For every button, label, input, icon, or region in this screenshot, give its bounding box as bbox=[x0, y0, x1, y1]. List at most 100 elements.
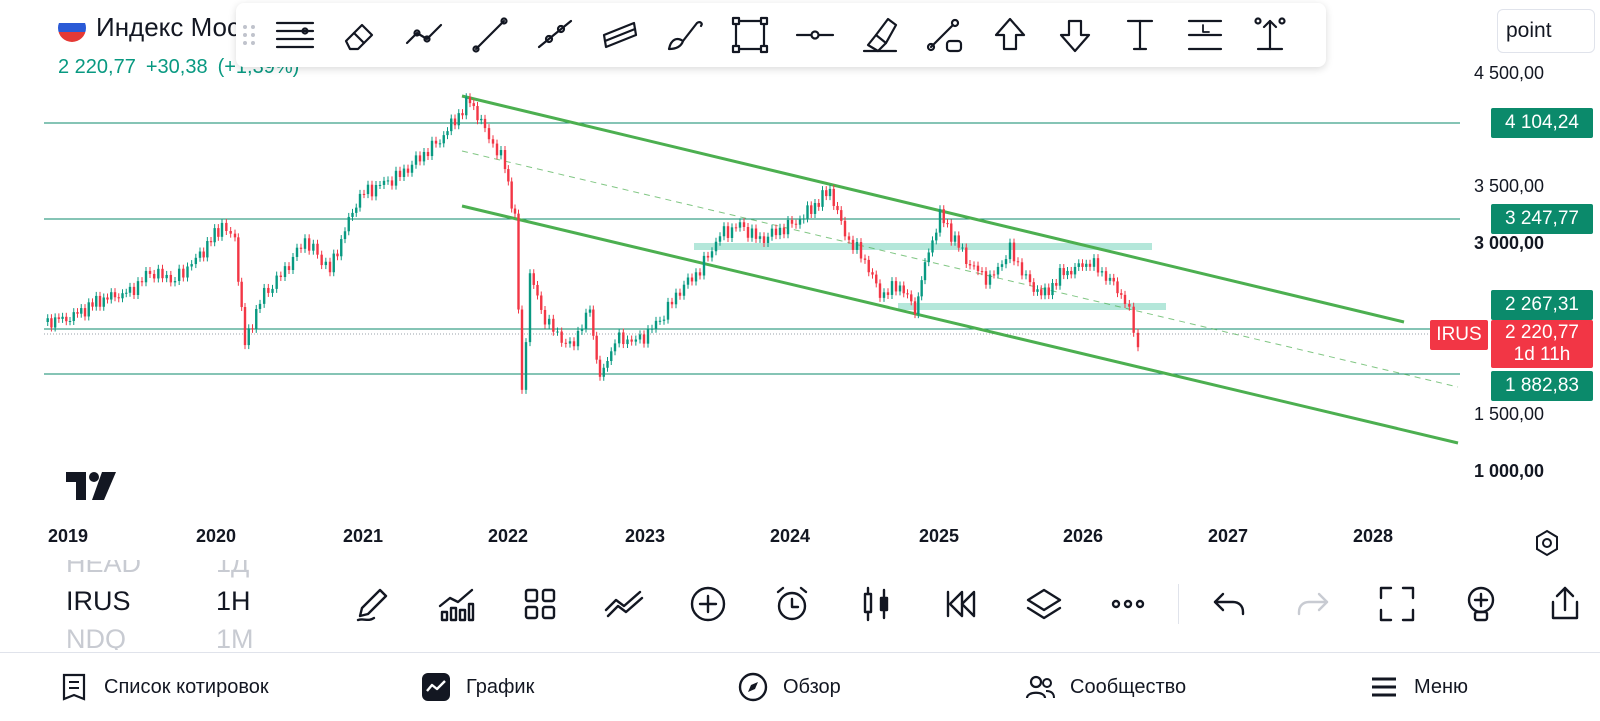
level-price-tag: 4 104,24 bbox=[1491, 108, 1593, 138]
nav-menu[interactable]: Меню bbox=[1368, 653, 1468, 721]
nav-watchlist[interactable]: Список котировок bbox=[58, 653, 269, 721]
candle-body bbox=[57, 317, 61, 319]
fibonacci-icon[interactable] bbox=[587, 3, 652, 67]
fullscreen-icon[interactable] bbox=[1355, 580, 1439, 628]
candle-body bbox=[426, 151, 430, 157]
candle-body bbox=[50, 318, 53, 328]
arrow-up-icon[interactable] bbox=[977, 3, 1042, 67]
candle-body bbox=[806, 205, 809, 219]
candle-body bbox=[177, 268, 181, 282]
nav-chart[interactable]: График bbox=[420, 653, 534, 721]
candle-body bbox=[968, 263, 972, 266]
candle-body bbox=[267, 287, 270, 293]
candle-body bbox=[446, 131, 449, 136]
nav-explore[interactable]: Обзор bbox=[737, 653, 841, 721]
candle-body bbox=[378, 184, 382, 186]
candle-body bbox=[442, 135, 445, 144]
candle-body bbox=[324, 261, 328, 266]
polyline-icon[interactable] bbox=[392, 3, 457, 67]
price-range-icon[interactable] bbox=[1237, 3, 1302, 67]
tradingview-logo-icon bbox=[66, 472, 116, 500]
layers-icon[interactable] bbox=[1002, 580, 1086, 628]
candle-body bbox=[499, 150, 503, 156]
candle-body bbox=[1096, 258, 1100, 273]
candle-body bbox=[670, 301, 674, 305]
candle-body bbox=[935, 232, 938, 241]
candle-body bbox=[622, 332, 625, 345]
brush-icon[interactable] bbox=[652, 3, 717, 67]
parallel-channel-icon[interactable] bbox=[522, 3, 587, 67]
eraser-icon[interactable] bbox=[327, 3, 392, 67]
symbol-row[interactable]: IRUS 1H bbox=[66, 582, 286, 620]
ideas-icon[interactable] bbox=[1439, 580, 1523, 628]
alert-icon[interactable] bbox=[750, 580, 834, 628]
candle-body bbox=[552, 318, 555, 332]
compare-icon[interactable] bbox=[582, 580, 666, 628]
candle-body bbox=[694, 272, 698, 282]
symbol-title[interactable]: Индекс Мосбиржи bbox=[58, 12, 236, 43]
candle-body bbox=[510, 181, 513, 209]
candles-icon[interactable] bbox=[834, 580, 918, 628]
time-axis-label: 2023 bbox=[625, 526, 666, 546]
replay-icon[interactable] bbox=[918, 580, 1002, 628]
share-icon[interactable] bbox=[1523, 580, 1600, 628]
candle-body bbox=[438, 143, 442, 145]
candle-body bbox=[422, 151, 426, 162]
candle-body bbox=[271, 288, 274, 293]
symbol-row[interactable]: NDQ 1M bbox=[66, 620, 286, 651]
candle-body bbox=[453, 118, 457, 126]
unit-selector[interactable]: point bbox=[1497, 9, 1595, 53]
candle-body bbox=[148, 270, 152, 274]
add-icon[interactable] bbox=[666, 580, 750, 628]
channel-mid-line bbox=[461, 150, 1459, 388]
pencil-icon[interactable] bbox=[330, 580, 414, 628]
time-axis-label: 2026 bbox=[1063, 526, 1104, 546]
candle-body bbox=[730, 227, 734, 238]
nav-community[interactable]: Сообщество bbox=[1024, 653, 1186, 721]
layouts-icon[interactable] bbox=[498, 580, 582, 628]
undo-icon[interactable] bbox=[1187, 580, 1271, 628]
arrow-down-icon[interactable] bbox=[1042, 3, 1107, 67]
candle-body bbox=[690, 277, 694, 282]
measure-icon[interactable] bbox=[912, 3, 977, 67]
candle-body bbox=[307, 238, 311, 251]
candle-body bbox=[617, 332, 621, 344]
chart-canvas[interactable] bbox=[0, 0, 1600, 520]
candle-body bbox=[1123, 294, 1127, 304]
redo-icon[interactable] bbox=[1271, 580, 1355, 628]
drag-handle-icon[interactable] bbox=[236, 23, 262, 47]
highlighter-icon[interactable] bbox=[847, 3, 912, 67]
flag-stripe bbox=[58, 22, 86, 33]
candle-body bbox=[340, 239, 343, 257]
horizontal-lines-icon[interactable] bbox=[262, 3, 327, 67]
rectangle-icon[interactable] bbox=[717, 3, 782, 67]
long-position-icon[interactable] bbox=[1172, 3, 1237, 67]
candle-body bbox=[762, 236, 766, 243]
text-icon[interactable] bbox=[1107, 3, 1172, 67]
candle-body bbox=[938, 209, 942, 233]
symbol-row-interval: 1H bbox=[216, 585, 251, 616]
trendline-icon[interactable] bbox=[457, 3, 522, 67]
candle-body bbox=[650, 328, 654, 330]
symbol-picker[interactable]: HEAD 1Д IRUS 1H NDQ 1M bbox=[66, 560, 286, 650]
candle-body bbox=[213, 228, 216, 243]
candle-body bbox=[1051, 282, 1054, 296]
candle-body bbox=[1104, 271, 1108, 281]
candle-body bbox=[76, 312, 79, 314]
flag-stripe bbox=[58, 13, 86, 23]
bottom-navigation: Список котировок График Обзор Сообщество… bbox=[0, 652, 1600, 721]
candle-body bbox=[766, 236, 770, 243]
candle-body bbox=[316, 243, 319, 255]
candle-body bbox=[382, 180, 386, 185]
candle-body bbox=[543, 309, 547, 325]
candle-body bbox=[592, 309, 595, 336]
horizontal-ray-icon[interactable] bbox=[782, 3, 847, 67]
candle-body bbox=[165, 274, 168, 279]
chart-settings-icon[interactable] bbox=[1532, 528, 1562, 558]
symbol-row[interactable]: HEAD 1Д bbox=[66, 560, 286, 582]
more-icon[interactable] bbox=[1086, 580, 1170, 628]
candle-body bbox=[863, 258, 867, 260]
candle-body bbox=[194, 257, 198, 265]
indicators-icon[interactable] bbox=[414, 580, 498, 628]
candle-body bbox=[243, 307, 247, 346]
